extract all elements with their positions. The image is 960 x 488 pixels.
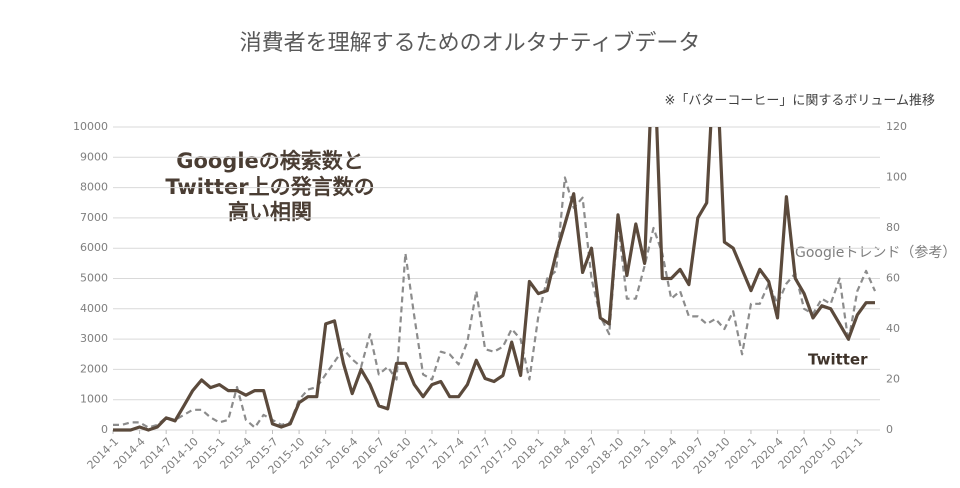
y-tick-label: 6000: [80, 241, 108, 254]
y2-tick-label: 20: [886, 373, 900, 386]
y2-tick-label: 100: [886, 171, 907, 184]
legend-label: Googleトレンド（参考）: [795, 244, 956, 261]
y2-tick-label: 0: [886, 423, 893, 436]
series-line: [113, 127, 875, 432]
y2-tick-label: 60: [886, 272, 900, 285]
y-tick-label: 4000: [80, 302, 108, 315]
y-tick-label: 1000: [80, 393, 108, 406]
y-tick-label: 2000: [80, 362, 108, 375]
series-line: [113, 176, 877, 429]
chart-title: 消費者を理解するためのオルタナティブデータ: [240, 31, 701, 56]
annotation: 高い相関: [228, 200, 312, 224]
legend-label: Twitter: [808, 351, 868, 369]
y-tick-label: 9000: [80, 150, 108, 163]
y-tick-label: 0: [101, 423, 108, 436]
annotation: Googleの検索数と: [176, 149, 364, 173]
y-tick-label: 5000: [80, 272, 108, 285]
y-tick-label: 8000: [80, 181, 108, 194]
y-tick-label: 3000: [80, 332, 108, 345]
plot-area: [113, 127, 877, 432]
y-tick-label: 10000: [73, 120, 108, 133]
chart-subtitle: ※「バターコーヒー」に関するボリューム推移: [664, 94, 935, 109]
y2-tick-label: 80: [886, 221, 900, 234]
annotation: Twitter上の発言数の: [165, 175, 374, 199]
y2-tick-label: 40: [886, 322, 900, 335]
y2-tick-label: 120: [886, 120, 907, 133]
y-tick-label: 7000: [80, 211, 108, 224]
